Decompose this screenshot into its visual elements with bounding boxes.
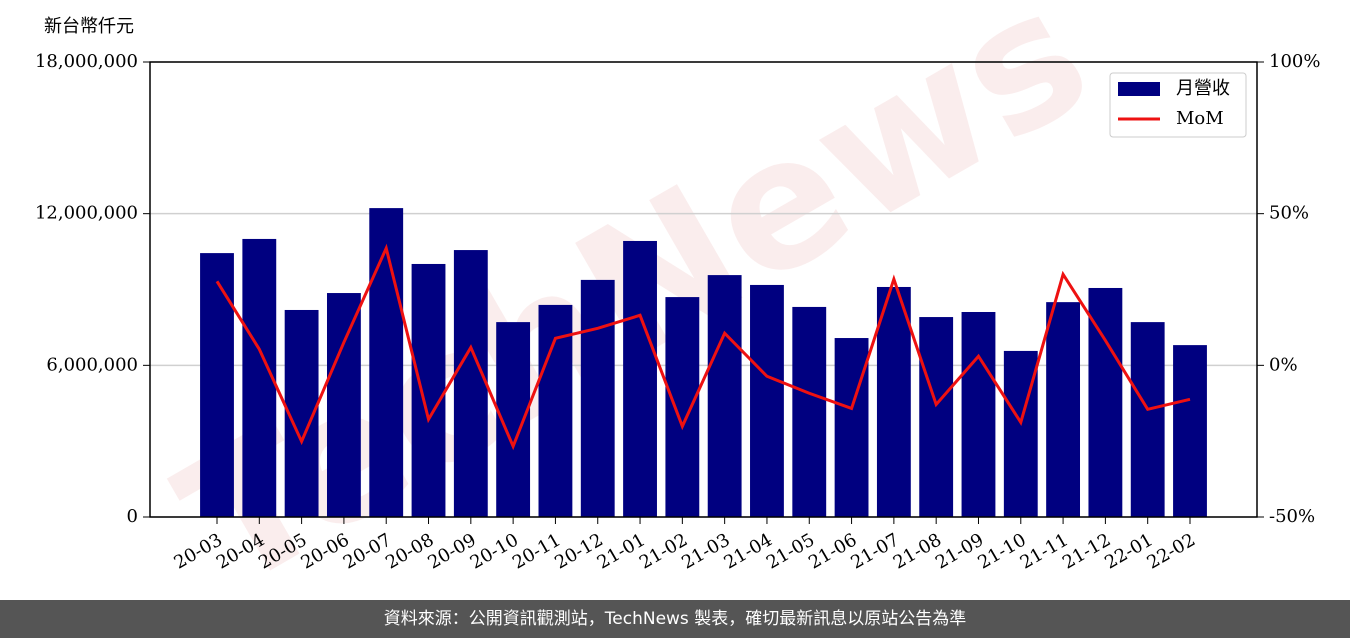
bar (961, 311, 996, 517)
bar (200, 253, 234, 517)
bar (919, 317, 954, 517)
y-tick-label: 18,000,000 (35, 51, 138, 72)
legend-label: MoM (1176, 108, 1224, 129)
bar (1130, 322, 1165, 517)
footer: 資料來源：公開資訊觀測站，TechNews 製表，確切最新訊息以原站公告為準 (0, 600, 1350, 638)
bar (1046, 302, 1081, 517)
y2-tick-label: 0% (1269, 354, 1298, 375)
bar (1173, 345, 1207, 517)
bar (665, 297, 700, 517)
bar (1088, 287, 1123, 517)
bar (876, 286, 911, 517)
legend-swatch (1118, 82, 1160, 96)
bar (326, 293, 361, 517)
legend-label: 月營收 (1176, 78, 1230, 99)
bar (411, 263, 446, 517)
bar (792, 306, 827, 517)
y2-tick-label: -50% (1269, 506, 1315, 527)
bar (242, 238, 277, 517)
line (215, 243, 1191, 451)
y-axis-label: 新台幣仟元 (44, 16, 134, 37)
bar (834, 338, 869, 517)
bar (623, 240, 657, 517)
y-tick-label: 12,000,000 (35, 203, 138, 224)
bar (750, 284, 784, 517)
plot-frame (149, 61, 1258, 518)
bar (580, 279, 615, 517)
chart: TechNews 新台幣仟元 06,000,00012,000,00018,00… (35, 0, 1321, 600)
bar (369, 208, 404, 517)
bar (453, 250, 488, 518)
bar (707, 275, 742, 517)
y-tick-label: 0 (127, 506, 138, 527)
x-tick-label: 22-02 (1144, 529, 1199, 573)
y2-tick-label: 50% (1269, 203, 1309, 224)
y2-tick-label: 100% (1269, 51, 1320, 72)
y-tick-label: 6,000,000 (46, 354, 138, 375)
